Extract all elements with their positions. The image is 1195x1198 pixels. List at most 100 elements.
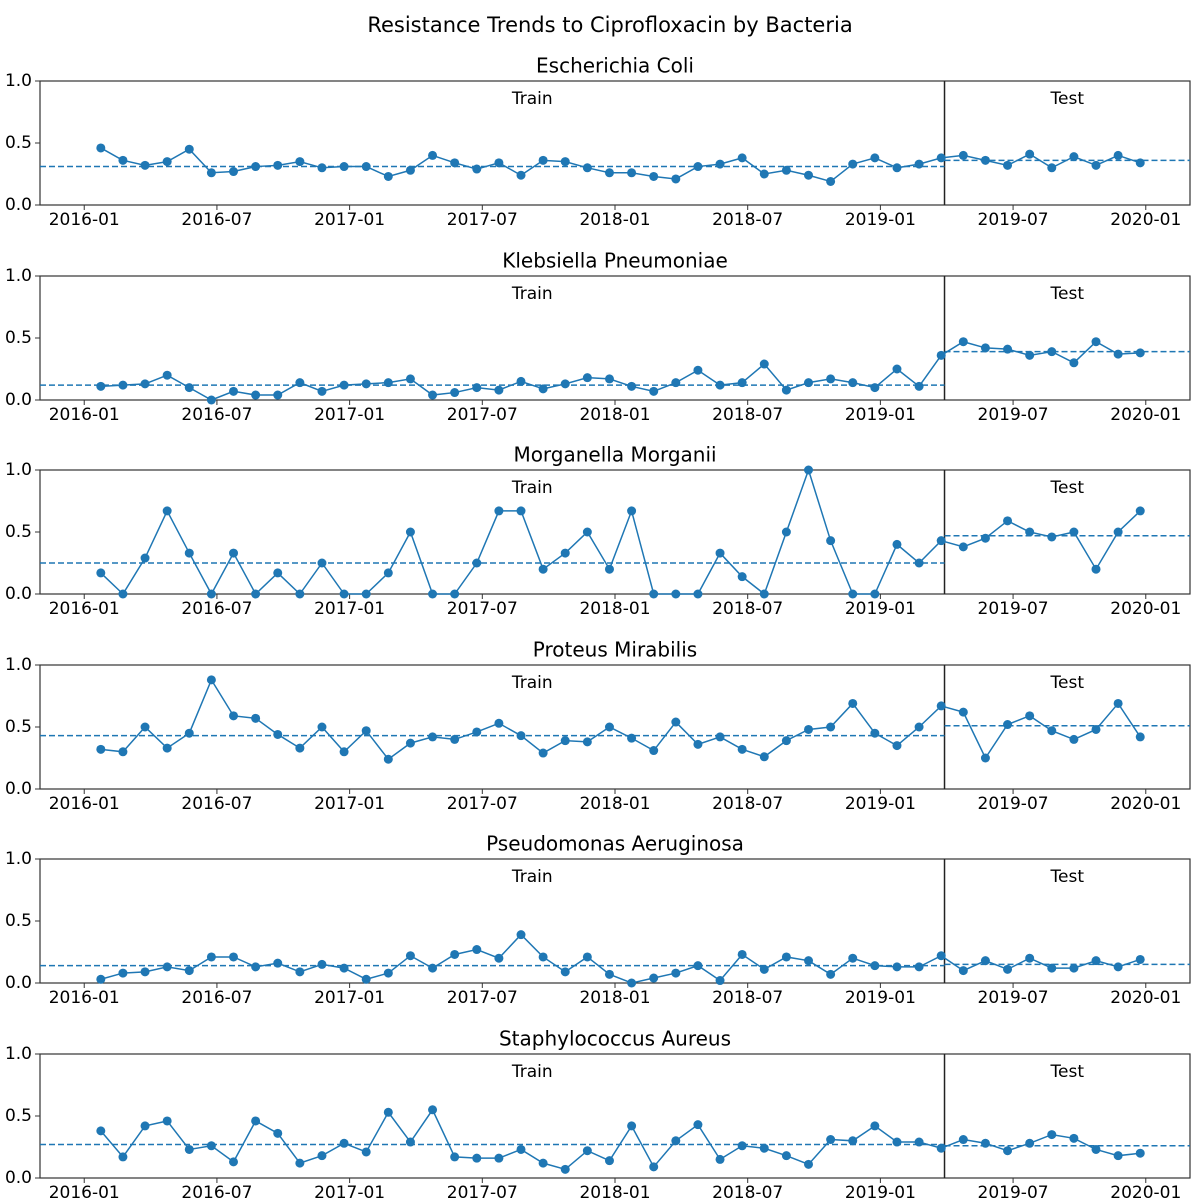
data-point: [826, 1135, 836, 1145]
data-point: [118, 589, 128, 599]
y-tick-label: 0.5: [5, 1106, 32, 1126]
data-point: [229, 711, 239, 721]
data-point: [140, 967, 150, 977]
y-tick-label: 0.0: [5, 973, 32, 993]
data-point: [715, 732, 725, 742]
data-point: [715, 548, 725, 558]
data-point: [295, 157, 305, 167]
data-point: [582, 373, 592, 383]
data-point: [582, 527, 592, 537]
y-tick-label: 1.0: [5, 460, 32, 480]
data-point: [118, 747, 128, 757]
data-point: [450, 388, 460, 398]
data-point: [1135, 1148, 1145, 1158]
data-point: [516, 930, 526, 940]
data-point: [140, 379, 150, 389]
x-tick-label: 2018-01: [579, 794, 650, 814]
x-tick-label: 2017-01: [314, 599, 385, 619]
x-tick-label: 2020-01: [1110, 210, 1181, 230]
data-point: [1025, 711, 1035, 721]
x-tick-label: 2018-07: [712, 405, 783, 425]
data-point: [870, 728, 880, 738]
data-point: [604, 564, 614, 574]
data-point: [251, 390, 261, 400]
y-tick-label: 0.5: [5, 133, 32, 153]
data-point: [870, 589, 880, 599]
data-point: [781, 527, 791, 537]
data-point: [1047, 163, 1057, 173]
data-point: [1025, 1138, 1035, 1148]
data-point: [450, 949, 460, 959]
data-point: [538, 384, 548, 394]
data-point: [516, 506, 526, 516]
data-point: [604, 374, 614, 384]
data-point: [870, 383, 880, 393]
x-tick-label: 2019-01: [845, 794, 916, 814]
data-point: [649, 589, 659, 599]
y-tick-label: 0.0: [5, 779, 32, 799]
data-point: [472, 383, 482, 393]
data-point: [759, 589, 769, 599]
x-tick-label: 2016-01: [49, 794, 120, 814]
data-point: [339, 162, 349, 172]
data-point: [1135, 158, 1145, 168]
data-point: [96, 381, 106, 391]
data-point: [671, 378, 681, 388]
data-point: [405, 951, 415, 961]
figure-title: Resistance Trends to Ciprofloxacin by Ba…: [367, 13, 852, 37]
data-point: [892, 163, 902, 173]
data-point: [472, 1153, 482, 1163]
data-point: [251, 962, 261, 972]
subplot-title: Staphylococcus Aureus: [499, 1027, 731, 1051]
data-point: [870, 961, 880, 971]
data-point: [494, 718, 504, 728]
data-point: [229, 167, 239, 177]
data-point: [1091, 160, 1101, 170]
data-point: [184, 548, 194, 558]
data-point: [980, 753, 990, 763]
data-point: [693, 739, 703, 749]
data-point: [958, 966, 968, 976]
data-point: [96, 568, 106, 578]
x-tick-label: 2016-01: [49, 405, 120, 425]
data-point: [428, 1105, 438, 1115]
y-tick-label: 0.0: [5, 195, 32, 215]
data-point: [649, 746, 659, 756]
data-point: [339, 589, 349, 599]
x-tick-label: 2019-07: [978, 988, 1049, 1008]
data-point: [870, 153, 880, 163]
data-point: [295, 1158, 305, 1168]
data-point: [715, 1154, 725, 1164]
data-point: [251, 589, 261, 599]
x-tick-label: 2019-07: [978, 210, 1049, 230]
data-point: [582, 163, 592, 173]
data-point: [737, 1141, 747, 1151]
data-point: [383, 378, 393, 388]
data-point: [693, 589, 703, 599]
data-point: [472, 945, 482, 955]
data-point: [140, 722, 150, 732]
data-point: [206, 675, 216, 685]
data-point: [980, 1138, 990, 1148]
data-point: [206, 1141, 216, 1151]
data-point: [980, 533, 990, 543]
data-point: [980, 343, 990, 353]
data-point: [1091, 564, 1101, 574]
data-point: [649, 386, 659, 396]
data-point: [273, 1128, 283, 1138]
data-point: [361, 726, 371, 736]
x-tick-label: 2017-01: [314, 405, 385, 425]
data-point: [759, 1143, 769, 1153]
data-point: [715, 976, 725, 986]
data-point: [627, 168, 637, 178]
segment-label: Test: [1050, 673, 1085, 693]
data-point: [405, 738, 415, 748]
data-point: [1091, 724, 1101, 734]
data-point: [1003, 1146, 1013, 1156]
axes-frame: [39, 1053, 1191, 1179]
data-point: [848, 159, 858, 169]
x-tick-label: 2016-07: [181, 1183, 252, 1198]
data-point: [804, 724, 814, 734]
x-tick-label: 2019-01: [845, 599, 916, 619]
segment-label: Train: [511, 478, 553, 498]
